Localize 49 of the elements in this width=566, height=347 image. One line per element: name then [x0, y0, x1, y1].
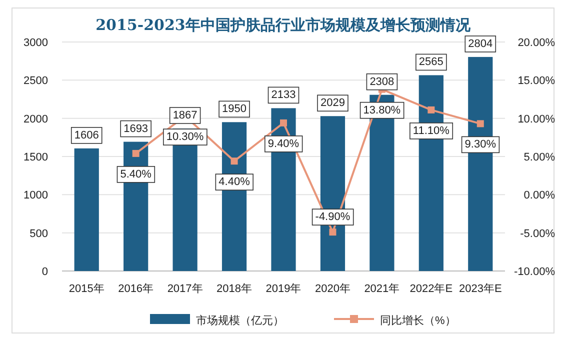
data-label: 1606	[74, 129, 99, 142]
data-label: 9.30%	[464, 138, 496, 151]
point	[230, 158, 238, 165]
y2-tick-label: 20.00%	[518, 37, 556, 49]
y-tick-label: 2000	[24, 113, 48, 126]
data-label: 9.40%	[268, 138, 300, 150]
data-label: 2308	[370, 76, 394, 88]
x-tick-label: 2019年	[266, 283, 302, 295]
y2-tick-label: -10.00%	[514, 266, 556, 278]
y2-tick-label: 0.00%	[524, 190, 556, 202]
y2-tick-label: 10.00%	[518, 113, 556, 126]
data-label: 1693	[124, 122, 148, 135]
x-tick-label: 2023年E	[458, 283, 502, 295]
x-tick-label: 2016年	[118, 283, 154, 295]
y-tick-label: 3000	[24, 37, 48, 49]
data-label: 10.30%	[166, 131, 204, 144]
data-label: 2133	[271, 89, 296, 102]
x-tick-label: 2022年E	[410, 283, 453, 295]
y2-tick-label: -5.00%	[520, 228, 556, 240]
x-tick-label: 2017年	[167, 283, 203, 295]
legend-label: 市场规模（亿元）	[196, 314, 284, 327]
y-tick-label: 2500	[24, 75, 48, 88]
y-tick-label: 500	[30, 228, 48, 240]
data-label: 5.40%	[120, 168, 152, 180]
data-label: 13.80%	[363, 104, 401, 116]
y-tick-label: 1500	[24, 152, 48, 164]
data-label: 4.40%	[218, 176, 250, 188]
data-label: -4.90%	[315, 211, 350, 224]
data-label: 11.10%	[412, 124, 450, 137]
x-tick-label: 2020年	[314, 283, 350, 295]
point	[428, 106, 435, 114]
legend-label: 同比增长（%）	[380, 314, 456, 327]
y-tick-label: 1000	[24, 190, 48, 202]
chart-title: 2015-2023年中国护肤品行业市场规模及增长预测情况	[96, 16, 472, 34]
data-label: 2804	[468, 38, 493, 50]
x-tick-label: 2018年	[216, 283, 252, 295]
y2-tick-label: 15.00%	[518, 75, 556, 88]
data-label: 2029	[320, 97, 345, 110]
y2-tick-label: 5.00%	[524, 152, 556, 164]
bar	[74, 148, 99, 271]
point	[132, 150, 140, 157]
x-tick-label: 2015年	[68, 283, 104, 295]
point	[280, 119, 287, 126]
point	[476, 120, 484, 128]
data-label: 1950	[222, 103, 247, 116]
x-tick-label: 2021年	[364, 283, 400, 295]
y-tick-label: 0	[42, 266, 48, 278]
data-label: 2565	[418, 56, 444, 68]
point	[329, 228, 336, 236]
